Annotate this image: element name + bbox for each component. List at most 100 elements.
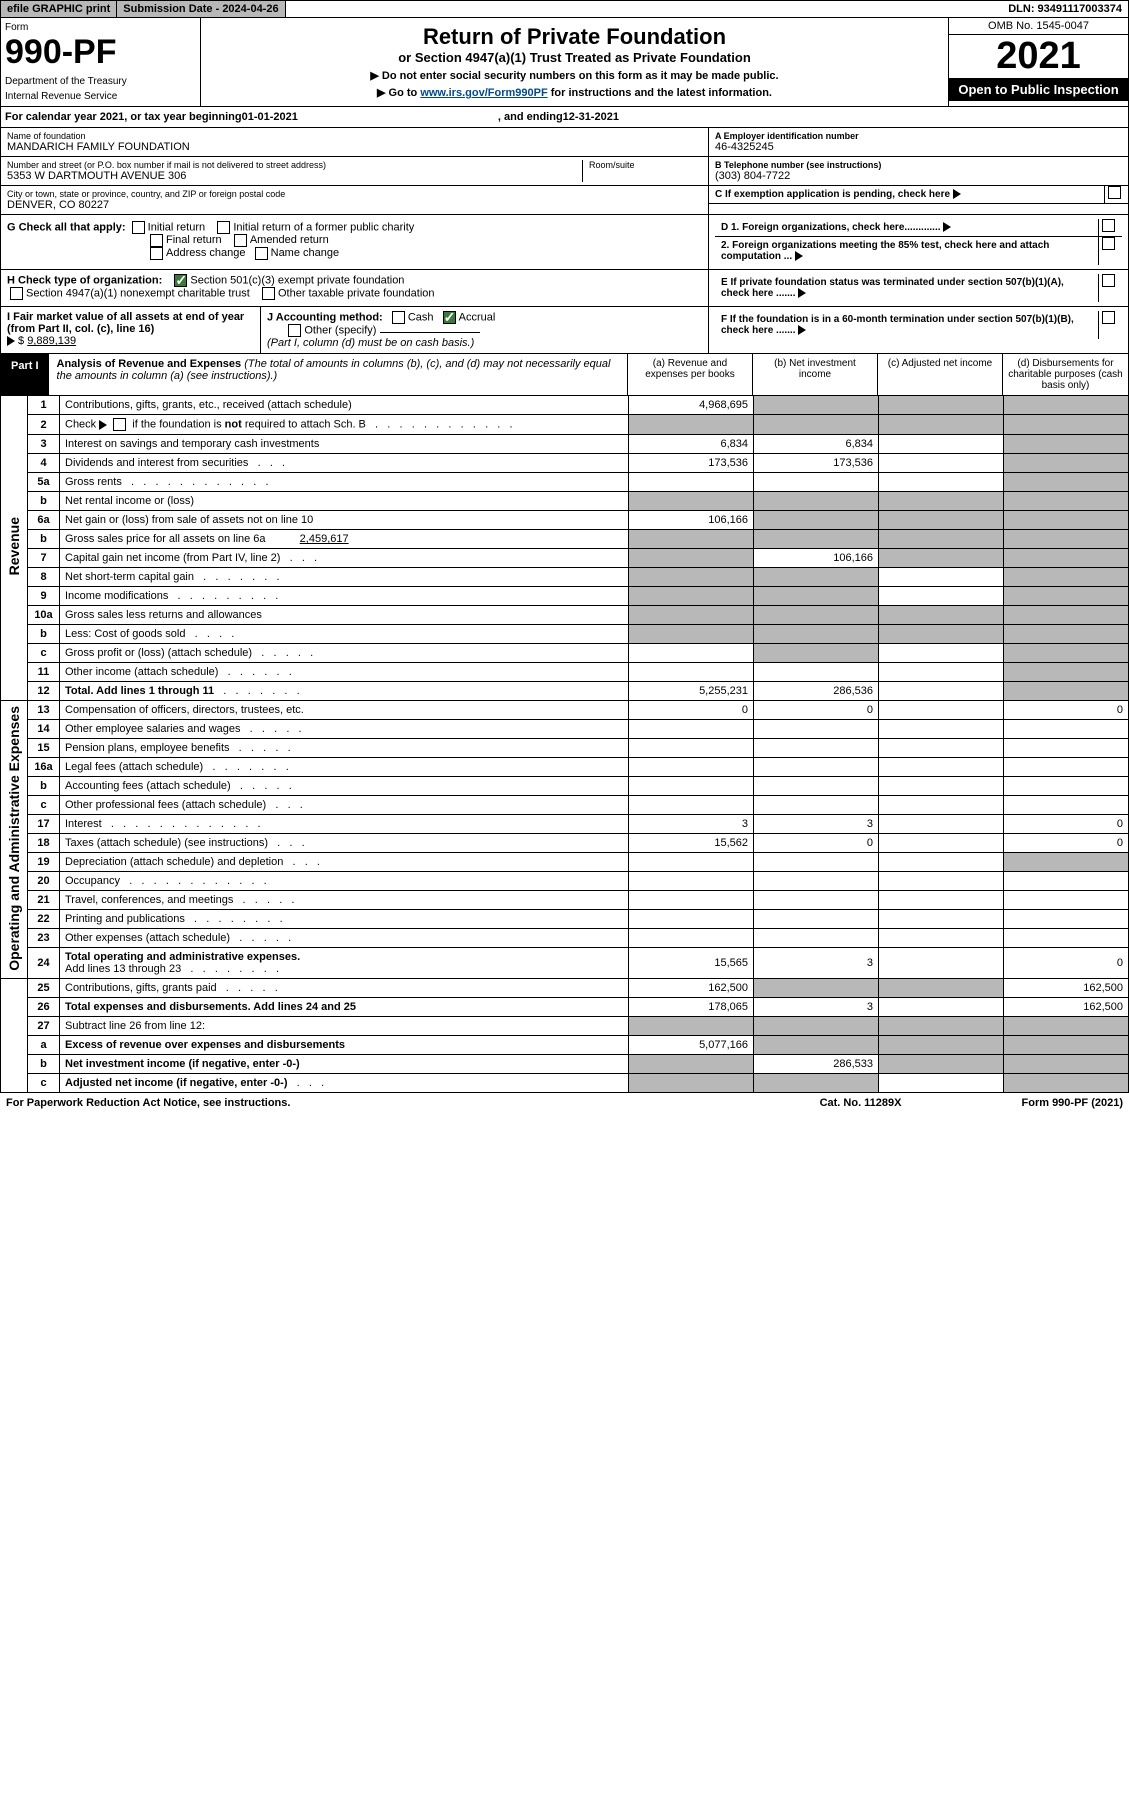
foundation-name: MANDARICH FAMILY FOUNDATION [7,141,702,153]
e-label: E If private foundation status was termi… [721,277,1064,299]
i-label: I Fair market value of all assets at end… [7,311,244,335]
part1-title: Analysis of Revenue and Expenses [57,358,242,370]
instructions-link[interactable]: www.irs.gov/Form990PF [420,87,547,99]
g-label: G Check all that apply: [7,221,126,233]
j-cash-checkbox[interactable] [392,311,405,324]
city-state-zip: DENVER, CO 80227 [7,199,702,211]
g-name-change-checkbox[interactable] [255,247,268,260]
row-27: Subtract line 26 from line 12: [60,1017,629,1036]
row-27c: Adjusted net income (if negative, enter … [60,1074,629,1093]
row-6a: Net gain or (loss) from sale of assets n… [60,511,629,530]
g-final-checkbox[interactable] [150,234,163,247]
row-5a: Gross rents . . . . . . . . . . . . [60,473,629,492]
j-label: J Accounting method: [267,311,383,323]
row-12: Total. Add lines 1 through 11 . . . . . … [60,682,629,701]
c-checkbox[interactable] [1108,186,1121,199]
form-footer: Form 990-PF (2021) [1022,1097,1124,1109]
form-header: Form 990-PF Department of the Treasury I… [0,18,1129,107]
g-amended-checkbox[interactable] [234,234,247,247]
row-15: Pension plans, employee benefits . . . .… [60,739,629,758]
row-1: Contributions, gifts, grants, etc., rece… [60,396,629,415]
footer: For Paperwork Reduction Act Notice, see … [0,1093,1129,1113]
row-26: Total expenses and disbursements. Add li… [60,998,629,1017]
irs-label: Internal Revenue Service [5,91,196,102]
part1-tag: Part I [1,354,49,395]
row-18: Taxes (attach schedule) (see instruction… [60,834,629,853]
sch-b-checkbox[interactable] [113,418,126,431]
f-label: F If the foundation is in a 60-month ter… [721,314,1074,336]
h-label: H Check type of organization: [7,274,162,286]
g-initial-checkbox[interactable] [132,221,145,234]
room-label: Room/suite [589,160,702,170]
col-b-header: (b) Net investment income [753,354,878,395]
row-6b: Gross sales price for all assets on line… [60,530,629,549]
row-17: Interest . . . . . . . . . . . . . [60,815,629,834]
row-3: Interest on savings and temporary cash i… [60,435,629,454]
h-501c3-checkbox[interactable] [174,274,187,287]
row-24: Total operating and administrative expen… [60,948,629,979]
cat-no: Cat. No. 11289X [820,1097,902,1109]
d2-label: 2. Foreign organizations meeting the 85%… [721,240,1049,262]
c-exemption: C If exemption application is pending, c… [709,186,1104,203]
row-20: Occupancy . . . . . . . . . . . . [60,872,629,891]
row-13: Compensation of officers, directors, tru… [60,701,629,720]
h-other-checkbox[interactable] [262,287,275,300]
dln-number: DLN: 93491117003374 [1002,1,1128,17]
info-grid: Name of foundation MANDARICH FAMILY FOUN… [0,128,1129,215]
row-16c: Other professional fees (attach schedule… [60,796,629,815]
row-4: Dividends and interest from securities .… [60,454,629,473]
row-27b: Net investment income (if negative, ente… [60,1055,629,1074]
d2-checkbox[interactable] [1102,237,1115,250]
addr-label: Number and street (or P.O. box number if… [7,160,582,170]
row-9: Income modifications . . . . . . . . . [60,587,629,606]
goto-link-line: ▶ Go to www.irs.gov/Form990PF for instru… [207,86,942,99]
part1-header: Part I Analysis of Revenue and Expenses … [0,354,1129,396]
calendar-year-row: For calendar year 2021, or tax year begi… [0,107,1129,128]
d1-checkbox[interactable] [1102,219,1115,232]
row-5b: Net rental income or (loss) [60,492,629,511]
j-accrual-checkbox[interactable] [443,311,456,324]
row-11: Other income (attach schedule) . . . . .… [60,663,629,682]
j-other-checkbox[interactable] [288,324,301,337]
form-label: Form [5,22,196,33]
row-22: Printing and publications . . . . . . . … [60,910,629,929]
h-4947-checkbox[interactable] [10,287,23,300]
address: 5353 W DARTMOUTH AVENUE 306 [7,170,582,182]
name-label: Name of foundation [7,131,702,141]
city-label: City or town, state or province, country… [7,189,702,199]
row-16a: Legal fees (attach schedule) . . . . . .… [60,758,629,777]
row-10a: Gross sales less returns and allowances [60,606,629,625]
top-bar: efile GRAPHIC print Submission Date - 20… [0,0,1129,18]
ssn-warning: ▶ Do not enter social security numbers o… [207,69,942,82]
paperwork-notice: For Paperwork Reduction Act Notice, see … [6,1097,290,1109]
g-initial-public-checkbox[interactable] [217,221,230,234]
revenue-label: Revenue [6,517,22,575]
e-checkbox[interactable] [1102,274,1115,287]
form-number: 990-PF [5,33,196,72]
row-16b: Accounting fees (attach schedule) . . . … [60,777,629,796]
row-10b: Less: Cost of goods sold . . . . [60,625,629,644]
row-27a: Excess of revenue over expenses and disb… [60,1036,629,1055]
expenses-label: Operating and Administrative Expenses [6,706,22,971]
row-21: Travel, conferences, and meetings . . . … [60,891,629,910]
i-value: 9,889,139 [27,335,76,347]
part1-table: Revenue 1Contributions, gifts, grants, e… [0,396,1129,1093]
row-23: Other expenses (attach schedule) . . . .… [60,929,629,948]
row-14: Other employee salaries and wages . . . … [60,720,629,739]
ein-value: 46-4325245 [715,141,1122,153]
row-19: Depreciation (attach schedule) and deple… [60,853,629,872]
row-25: Contributions, gifts, grants paid . . . … [60,979,629,998]
efile-print-button[interactable]: efile GRAPHIC print [1,1,117,17]
j-note: (Part I, column (d) must be on cash basi… [267,337,474,349]
submission-date: Submission Date - 2024-04-26 [117,1,285,17]
omb-number: OMB No. 1545-0047 [949,18,1128,35]
col-c-header: (c) Adjusted net income [878,354,1003,395]
f-checkbox[interactable] [1102,311,1115,324]
g-addr-change-checkbox[interactable] [150,247,163,260]
open-public-badge: Open to Public Inspection [949,78,1128,101]
d1-label: D 1. Foreign organizations, check here..… [721,222,941,233]
col-a-header: (a) Revenue and expenses per books [628,354,753,395]
row-10c: Gross profit or (loss) (attach schedule)… [60,644,629,663]
row-7: Capital gain net income (from Part IV, l… [60,549,629,568]
tax-year: 2021 [949,35,1128,78]
